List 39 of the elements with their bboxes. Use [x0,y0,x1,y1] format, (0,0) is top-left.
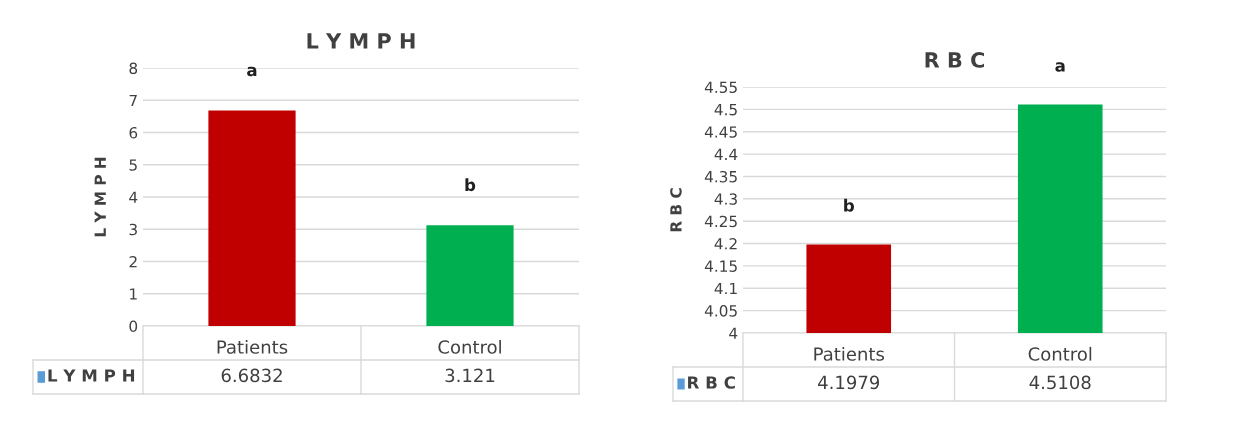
x-tick-label: Patients [814,346,885,361]
y-tick-label: 6 [129,126,138,139]
y-tick-label: 3 [129,223,137,236]
text: a [1055,62,1065,72]
text: L Y M P H [48,369,135,382]
y-tick-label: 8 [129,62,138,75]
y-tick-label: 4.45 [704,126,737,138]
annotation: b [844,198,854,212]
x-tick-label: Control [438,339,501,354]
data-label: 3.121 [445,368,495,383]
annotation: b [465,178,476,192]
text: R B C [688,376,735,389]
y-axis-title: R B C [670,188,682,232]
x-tick-label: Control [1028,346,1092,361]
y-tick-label: 4.15 [704,260,737,272]
y-tick-label: 4.4 [714,148,738,160]
y-tick-label: 2 [129,255,137,268]
y-tick-label: 4.05 [704,305,737,317]
y-axis-title: L Y M P H [94,157,106,237]
data-label: 4.1979 [818,375,880,390]
data-label: 6.6832 [221,368,282,383]
x-tick-label: Patients [217,339,288,354]
y-tick-label: 1 [130,288,137,300]
y-tick-label: 4.35 [704,170,737,183]
y-tick-label: 4.5 [714,104,737,116]
y-tick-label: 5 [129,159,137,171]
y-tick-label: 4.2 [714,238,737,250]
y-tick-label: 4.25 [704,215,737,228]
y-tick-label: 0 [129,320,138,333]
y-tick-label: 4.1 [714,282,737,295]
y-tick-label: 4 [729,327,738,339]
chart-title: R B C [925,52,985,68]
y-tick-label: 7 [129,94,137,107]
data-label: 4.5108 [1029,375,1091,390]
y-tick-label: 4.3 [714,193,737,205]
chart-title: L Y M P H [307,33,415,49]
y-tick-label: 4.55 [704,81,737,94]
y-tick-label: 4 [129,191,138,203]
annotation: a [247,66,257,77]
